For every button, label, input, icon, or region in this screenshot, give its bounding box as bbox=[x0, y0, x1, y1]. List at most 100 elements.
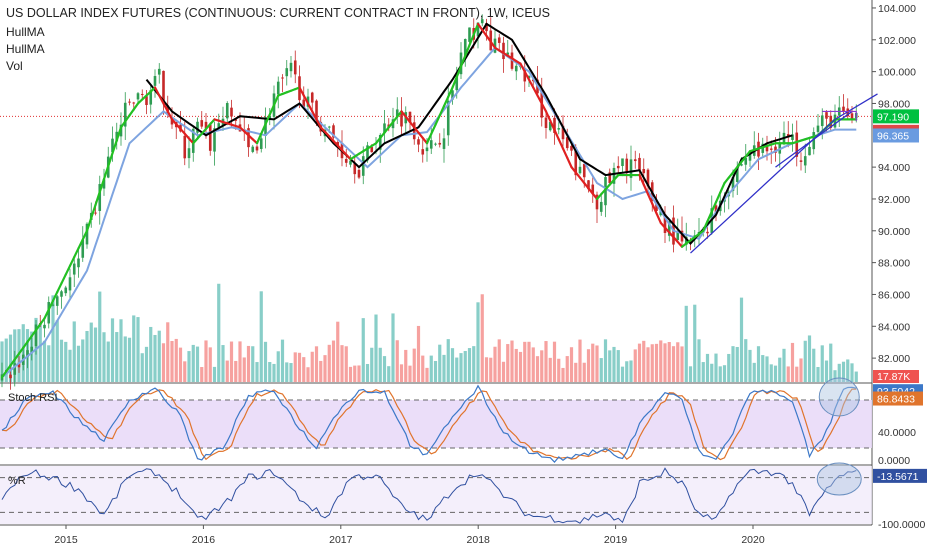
hull-fast-segment bbox=[255, 132, 263, 145]
candle-body bbox=[625, 158, 629, 174]
candle-body bbox=[395, 109, 399, 117]
hull-fast-segment bbox=[574, 171, 582, 179]
hull-fast-segment bbox=[459, 54, 467, 68]
hull-fast-segment bbox=[400, 110, 407, 118]
volume-bar bbox=[569, 347, 574, 382]
hull-fast-segment bbox=[646, 193, 654, 205]
candle-body bbox=[523, 68, 527, 82]
volume-bar bbox=[561, 367, 565, 382]
candle-body bbox=[349, 160, 352, 165]
volume-bar bbox=[302, 357, 306, 382]
volume-bar bbox=[17, 329, 21, 382]
hull-fast-segment bbox=[47, 299, 55, 311]
volume-bar bbox=[663, 343, 667, 382]
candle bbox=[697, 218, 701, 245]
candle-body bbox=[332, 125, 335, 138]
candle-body bbox=[812, 132, 816, 150]
candle bbox=[344, 148, 348, 167]
candle-body bbox=[740, 164, 743, 166]
hull-fast-segment bbox=[544, 110, 552, 122]
volume-bar bbox=[850, 363, 854, 382]
volume-bar bbox=[714, 353, 718, 382]
candle bbox=[625, 153, 629, 184]
volume-bar bbox=[501, 361, 506, 382]
candle bbox=[208, 122, 212, 156]
candle bbox=[85, 222, 89, 249]
hull-fast-segment bbox=[451, 75, 458, 89]
candle bbox=[757, 132, 760, 170]
hull-fast-segment bbox=[166, 110, 174, 121]
candle-body bbox=[425, 147, 429, 152]
wr-badge-bg bbox=[873, 468, 927, 483]
candle-body bbox=[234, 119, 238, 121]
candle bbox=[646, 168, 650, 195]
candle bbox=[595, 191, 599, 224]
volume-bar bbox=[824, 360, 829, 382]
candle-body bbox=[247, 128, 250, 148]
volume-bar bbox=[140, 353, 144, 382]
legend-vol: Vol bbox=[6, 59, 23, 73]
volume-badge-bg bbox=[873, 370, 919, 383]
volume-bar bbox=[684, 305, 688, 382]
candle-body bbox=[480, 19, 484, 24]
candle-body bbox=[795, 132, 799, 157]
candle-body bbox=[684, 236, 688, 245]
hull-fast-segment bbox=[85, 216, 93, 232]
hull-fast-segment bbox=[481, 28, 488, 37]
volume-bar bbox=[76, 345, 81, 382]
volume-bar bbox=[183, 361, 187, 382]
hull-fast-segment bbox=[719, 181, 726, 194]
hull-fast-segment bbox=[153, 86, 161, 97]
volume-bar bbox=[667, 342, 671, 382]
volume-bar bbox=[748, 349, 752, 382]
candle-body bbox=[213, 128, 216, 152]
volume-bar bbox=[846, 359, 850, 382]
volume-bar bbox=[637, 343, 642, 382]
hull-fast-segment bbox=[22, 340, 29, 349]
hull-fast-segment bbox=[489, 40, 497, 49]
candle bbox=[259, 134, 263, 153]
volume-bar bbox=[467, 348, 472, 382]
hull-fast-segment bbox=[77, 238, 84, 250]
hull-fast-segment bbox=[60, 273, 67, 285]
volume-bar bbox=[387, 366, 391, 382]
price-badge-text: 96.365 bbox=[877, 130, 909, 142]
volume-bar bbox=[812, 348, 816, 382]
volume-bar bbox=[280, 339, 285, 382]
candle bbox=[162, 70, 165, 115]
candle bbox=[357, 168, 361, 180]
volume-bar bbox=[510, 340, 514, 382]
hull-fast-segment bbox=[413, 126, 420, 134]
volume-bar bbox=[93, 327, 98, 382]
hull-fast-segment bbox=[73, 247, 80, 259]
candle-body bbox=[378, 134, 382, 150]
hull-fast-segment bbox=[740, 155, 747, 163]
volume-bar bbox=[612, 346, 616, 382]
volume-bar bbox=[782, 348, 786, 382]
volume-bar bbox=[136, 317, 140, 382]
volume-bar bbox=[701, 362, 705, 382]
candle bbox=[404, 106, 408, 135]
candle-body bbox=[285, 68, 289, 77]
candle-body bbox=[825, 112, 828, 119]
candle-body bbox=[731, 177, 735, 191]
candle-body bbox=[132, 102, 136, 104]
hull-fast-segment bbox=[434, 114, 441, 126]
candle bbox=[140, 89, 144, 100]
volume-bar bbox=[374, 314, 378, 382]
volume-bar bbox=[608, 350, 612, 382]
price-tick-label: 86.000 bbox=[878, 289, 910, 301]
candle-body bbox=[799, 160, 803, 162]
hull-fast-segment bbox=[102, 165, 110, 181]
volume-bar bbox=[540, 350, 544, 382]
candle-body bbox=[51, 304, 55, 306]
volume-bar bbox=[166, 322, 170, 382]
price-badge-bg bbox=[873, 128, 919, 143]
volume-bar bbox=[735, 346, 739, 382]
volume-bar bbox=[238, 341, 242, 382]
candle-body bbox=[570, 145, 573, 151]
hull-fast-segment bbox=[311, 110, 318, 121]
volume-bar bbox=[731, 346, 735, 382]
volume-bar bbox=[620, 366, 625, 382]
